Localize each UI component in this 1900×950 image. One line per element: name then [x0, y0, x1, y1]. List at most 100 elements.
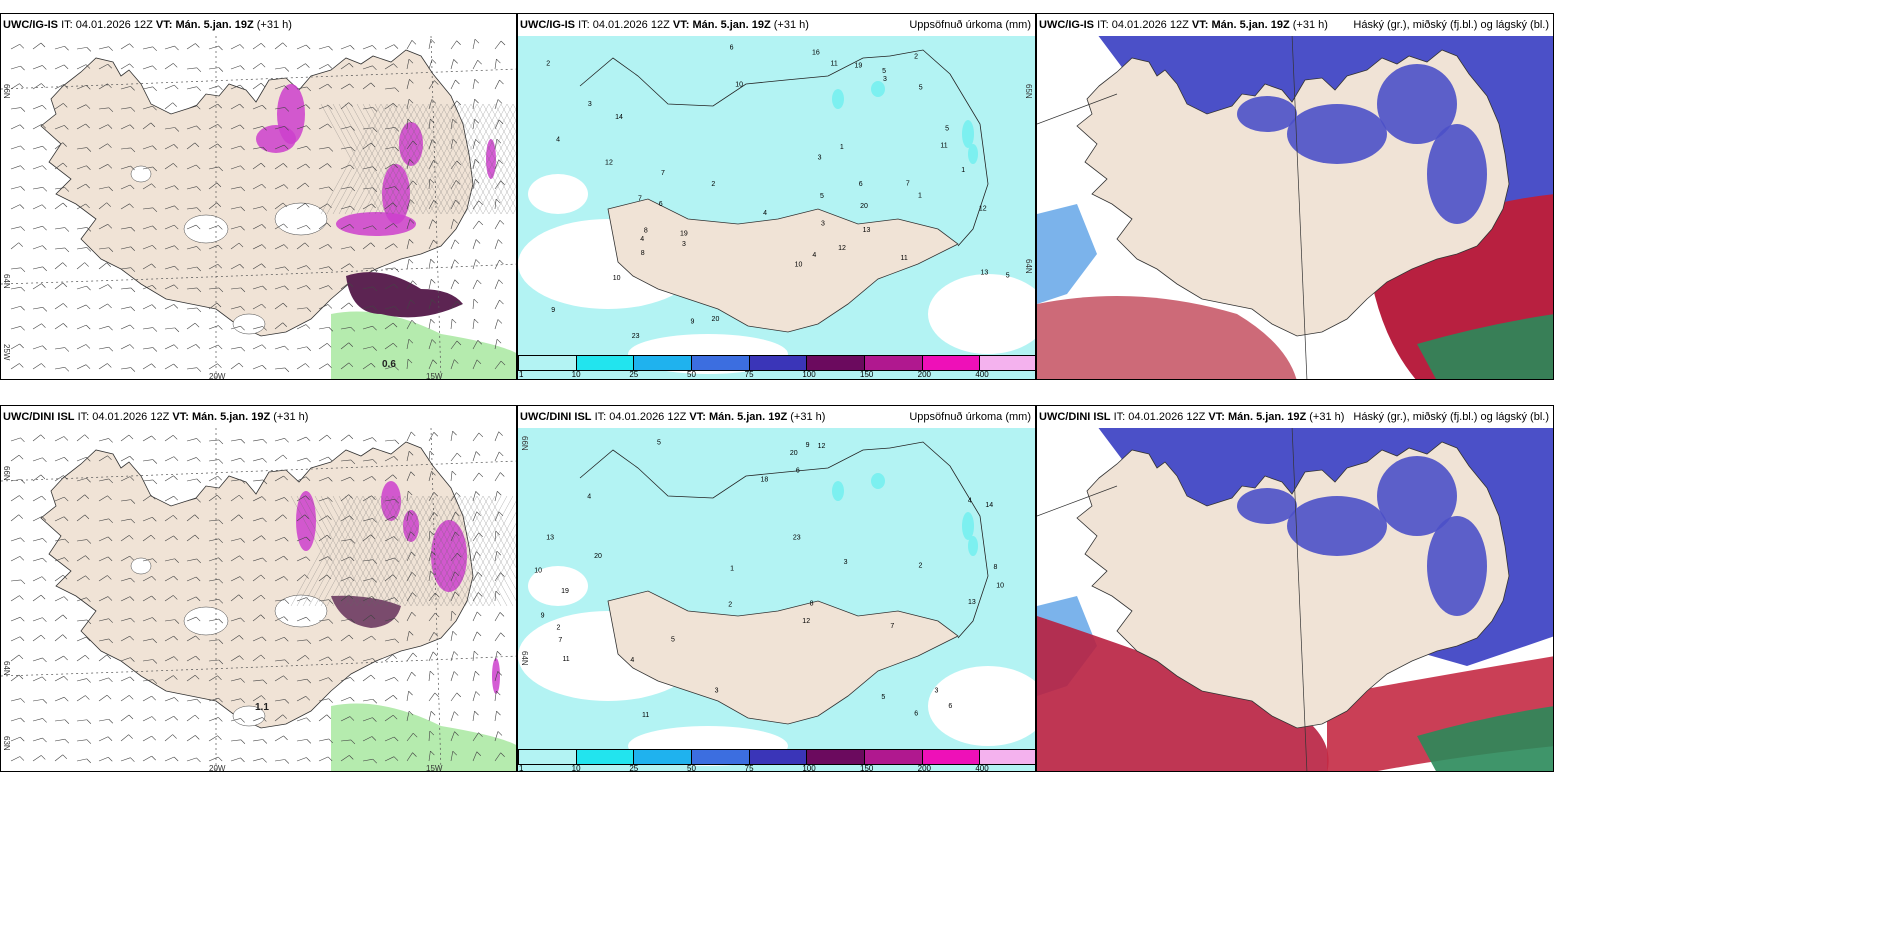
wind-barb [392, 322, 398, 328]
wind-barb [32, 538, 43, 542]
precip-value: 5 [945, 125, 949, 132]
wind-barb [450, 100, 458, 110]
wind-barb [340, 696, 351, 702]
wind-barb [164, 265, 175, 270]
hatch-line [416, 495, 478, 607]
wind-barb [84, 434, 89, 439]
wind-barb [284, 659, 290, 665]
wind-barb [384, 186, 395, 190]
colorbar-swatch [633, 355, 692, 371]
wind-barb [41, 495, 46, 501]
wind-barb [497, 99, 503, 104]
wind-barb [32, 457, 43, 462]
cloud-map [1037, 406, 1553, 771]
wind-barb [194, 142, 200, 148]
wind-barb [408, 510, 414, 516]
wind-barb [284, 599, 290, 604]
wind-barb [239, 44, 245, 49]
wind-barb [328, 105, 333, 110]
wind-barb [282, 302, 288, 308]
wind-barb [252, 496, 263, 502]
wind-barb [412, 732, 418, 738]
wind-barb [239, 84, 245, 90]
wind-barb [362, 736, 373, 742]
wind-barb [318, 343, 328, 350]
wind-barb [394, 557, 399, 563]
wind-barb [129, 43, 134, 48]
wind-barb [196, 287, 202, 293]
wind-barb [85, 64, 91, 69]
wind-barb [240, 479, 246, 484]
wind-barb [318, 434, 328, 442]
wind-barb [128, 714, 134, 720]
wind-barb [142, 166, 153, 170]
wind-barb [120, 226, 131, 230]
wind-barb [318, 326, 329, 330]
precip-value: 19 [680, 230, 688, 237]
wind-barb [348, 302, 354, 308]
wind-barb [238, 362, 244, 368]
wind-barb [348, 102, 353, 107]
wind-barb [252, 364, 263, 370]
wind-barb [20, 145, 25, 151]
wind-barb [296, 146, 307, 150]
wind-barb [98, 556, 109, 562]
graticule [1291, 33, 1308, 379]
precip-value: 3 [883, 76, 887, 83]
wind-barb [86, 147, 92, 152]
colorbar-swatch [748, 355, 808, 371]
wind-barb [18, 674, 24, 680]
wind-barb [372, 286, 377, 292]
wind-barb [152, 207, 158, 213]
wind-barb [164, 558, 175, 562]
wind-barb [274, 266, 285, 270]
precip-value: 3 [588, 101, 592, 108]
precip-value: 12 [605, 159, 613, 166]
wind-barb [406, 280, 413, 290]
wind-barb [98, 284, 109, 290]
wind-barb [76, 84, 87, 90]
wind-barb [327, 456, 333, 462]
wind-barb [428, 359, 434, 370]
wind-barb [218, 287, 224, 293]
wind-barb [318, 698, 329, 702]
wind-barb [40, 434, 46, 439]
wind-barb [172, 734, 177, 739]
wind-barb [208, 697, 219, 702]
wind-barb [340, 634, 350, 642]
wind-barb [306, 639, 312, 645]
wind-barb [349, 83, 354, 89]
wind-barb [384, 102, 394, 110]
wind-barb [453, 59, 458, 64]
wind-barb [54, 262, 63, 270]
wind-barb [10, 537, 21, 542]
wind-barb [306, 125, 311, 130]
wind-barb [41, 204, 47, 209]
wind-barb [406, 652, 414, 662]
hatch-line [392, 495, 454, 607]
wind-barb [64, 46, 69, 51]
hatch-line [356, 103, 418, 215]
wind-barb [262, 326, 267, 331]
wind-barb [10, 636, 21, 642]
wind-barb [64, 538, 70, 544]
wind-barb [340, 618, 351, 622]
wind-barb [327, 123, 332, 129]
wind-barb [64, 227, 70, 232]
wind-barb [432, 651, 438, 657]
wind-barb [108, 478, 114, 484]
wind-barb [261, 496, 267, 501]
hatch-line [350, 103, 412, 215]
wind-barb [318, 477, 329, 482]
wind-barb [142, 86, 153, 90]
wind-barb [62, 754, 68, 760]
wind-barb [392, 474, 398, 479]
wind-barb [76, 324, 87, 330]
wind-barb [494, 139, 498, 150]
wind-barb [41, 323, 46, 328]
wind-barb [384, 695, 394, 702]
precip-value: 3 [821, 221, 825, 228]
wind-barb [392, 103, 398, 108]
wind-barb [63, 676, 69, 681]
colorbar-swatch [518, 749, 577, 765]
